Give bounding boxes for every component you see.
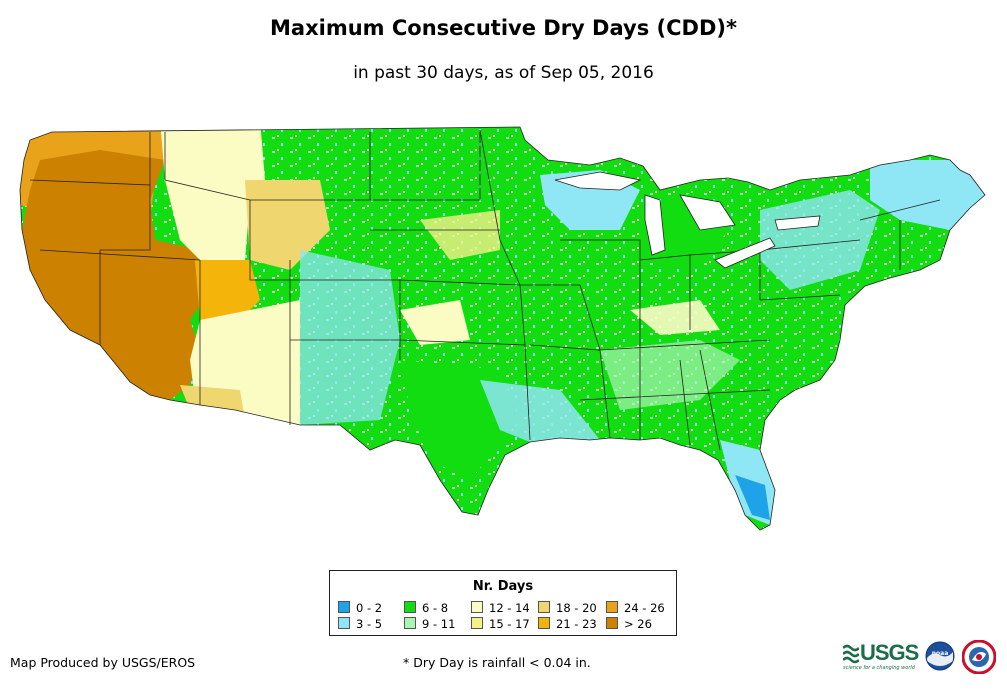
region-great-basin xyxy=(22,150,210,400)
legend-swatch xyxy=(606,617,618,629)
us-dry-days-map xyxy=(19,126,986,531)
region-kentucky xyxy=(630,300,720,335)
state-borders xyxy=(19,126,986,531)
usgs-wave-icon xyxy=(843,644,859,664)
legend-swatch xyxy=(338,601,350,613)
legend-item: 21 - 23 xyxy=(538,617,597,631)
region-southeast xyxy=(600,340,740,410)
region-wyoming xyxy=(245,180,330,270)
region-kansas-west xyxy=(400,300,470,345)
legend: Nr. Days 0 - 2 3 - 5 6 - 8 9 - 11 12 - 1… xyxy=(329,570,677,636)
legend-item: 6 - 8 xyxy=(404,601,448,615)
legend-swatch xyxy=(471,601,483,613)
usgs-logo-text: USGS xyxy=(860,640,919,665)
usgs-tagline: science for a changing world xyxy=(843,665,915,671)
legend-item: 18 - 20 xyxy=(538,601,597,615)
legend-swatch xyxy=(338,617,350,629)
legend-item: 24 - 26 xyxy=(606,601,665,615)
legend-swatch xyxy=(471,617,483,629)
region-new-mexico xyxy=(300,250,400,425)
legend-item: 0 - 2 xyxy=(338,601,382,615)
usgs-logo: USGS science for a changing world xyxy=(843,640,919,674)
map-subtitle: in past 30 days, as of Sep 05, 2016 xyxy=(353,63,654,83)
legend-item: 9 - 11 xyxy=(404,617,455,631)
legend-swatch xyxy=(538,617,550,629)
map-title: Maximum Consecutive Dry Days (CDD)* xyxy=(270,16,737,40)
dry-day-footnote: * Dry Day is rainfall < 0.04 in. xyxy=(403,655,591,670)
legend-title: Nr. Days xyxy=(472,579,534,594)
great-lakes-water xyxy=(554,171,821,269)
region-arizona-south xyxy=(180,385,245,420)
legend-item: > 26 xyxy=(606,617,652,631)
region-northeast xyxy=(760,190,880,290)
map-fill-layer xyxy=(20,127,985,530)
region-new-england xyxy=(870,160,985,230)
legend-swatch xyxy=(538,601,550,613)
legend-item: 15 - 17 xyxy=(471,617,530,631)
noaa-logo: noaa xyxy=(925,641,955,671)
legend-swatch xyxy=(404,601,416,613)
legend-item: 3 - 5 xyxy=(338,617,382,631)
legend-item: 12 - 14 xyxy=(471,601,530,615)
region-gulf-coast xyxy=(480,380,600,442)
legend-swatch xyxy=(404,617,416,629)
region-northern-rockies xyxy=(160,127,265,260)
noaa-logo-text: noaa xyxy=(932,650,949,657)
region-florida-south xyxy=(735,475,770,520)
map-credit: Map Produced by USGS/EROS xyxy=(10,655,196,670)
region-nebraska xyxy=(420,210,500,260)
nws-logo xyxy=(962,640,996,674)
legend-swatch xyxy=(606,601,618,613)
